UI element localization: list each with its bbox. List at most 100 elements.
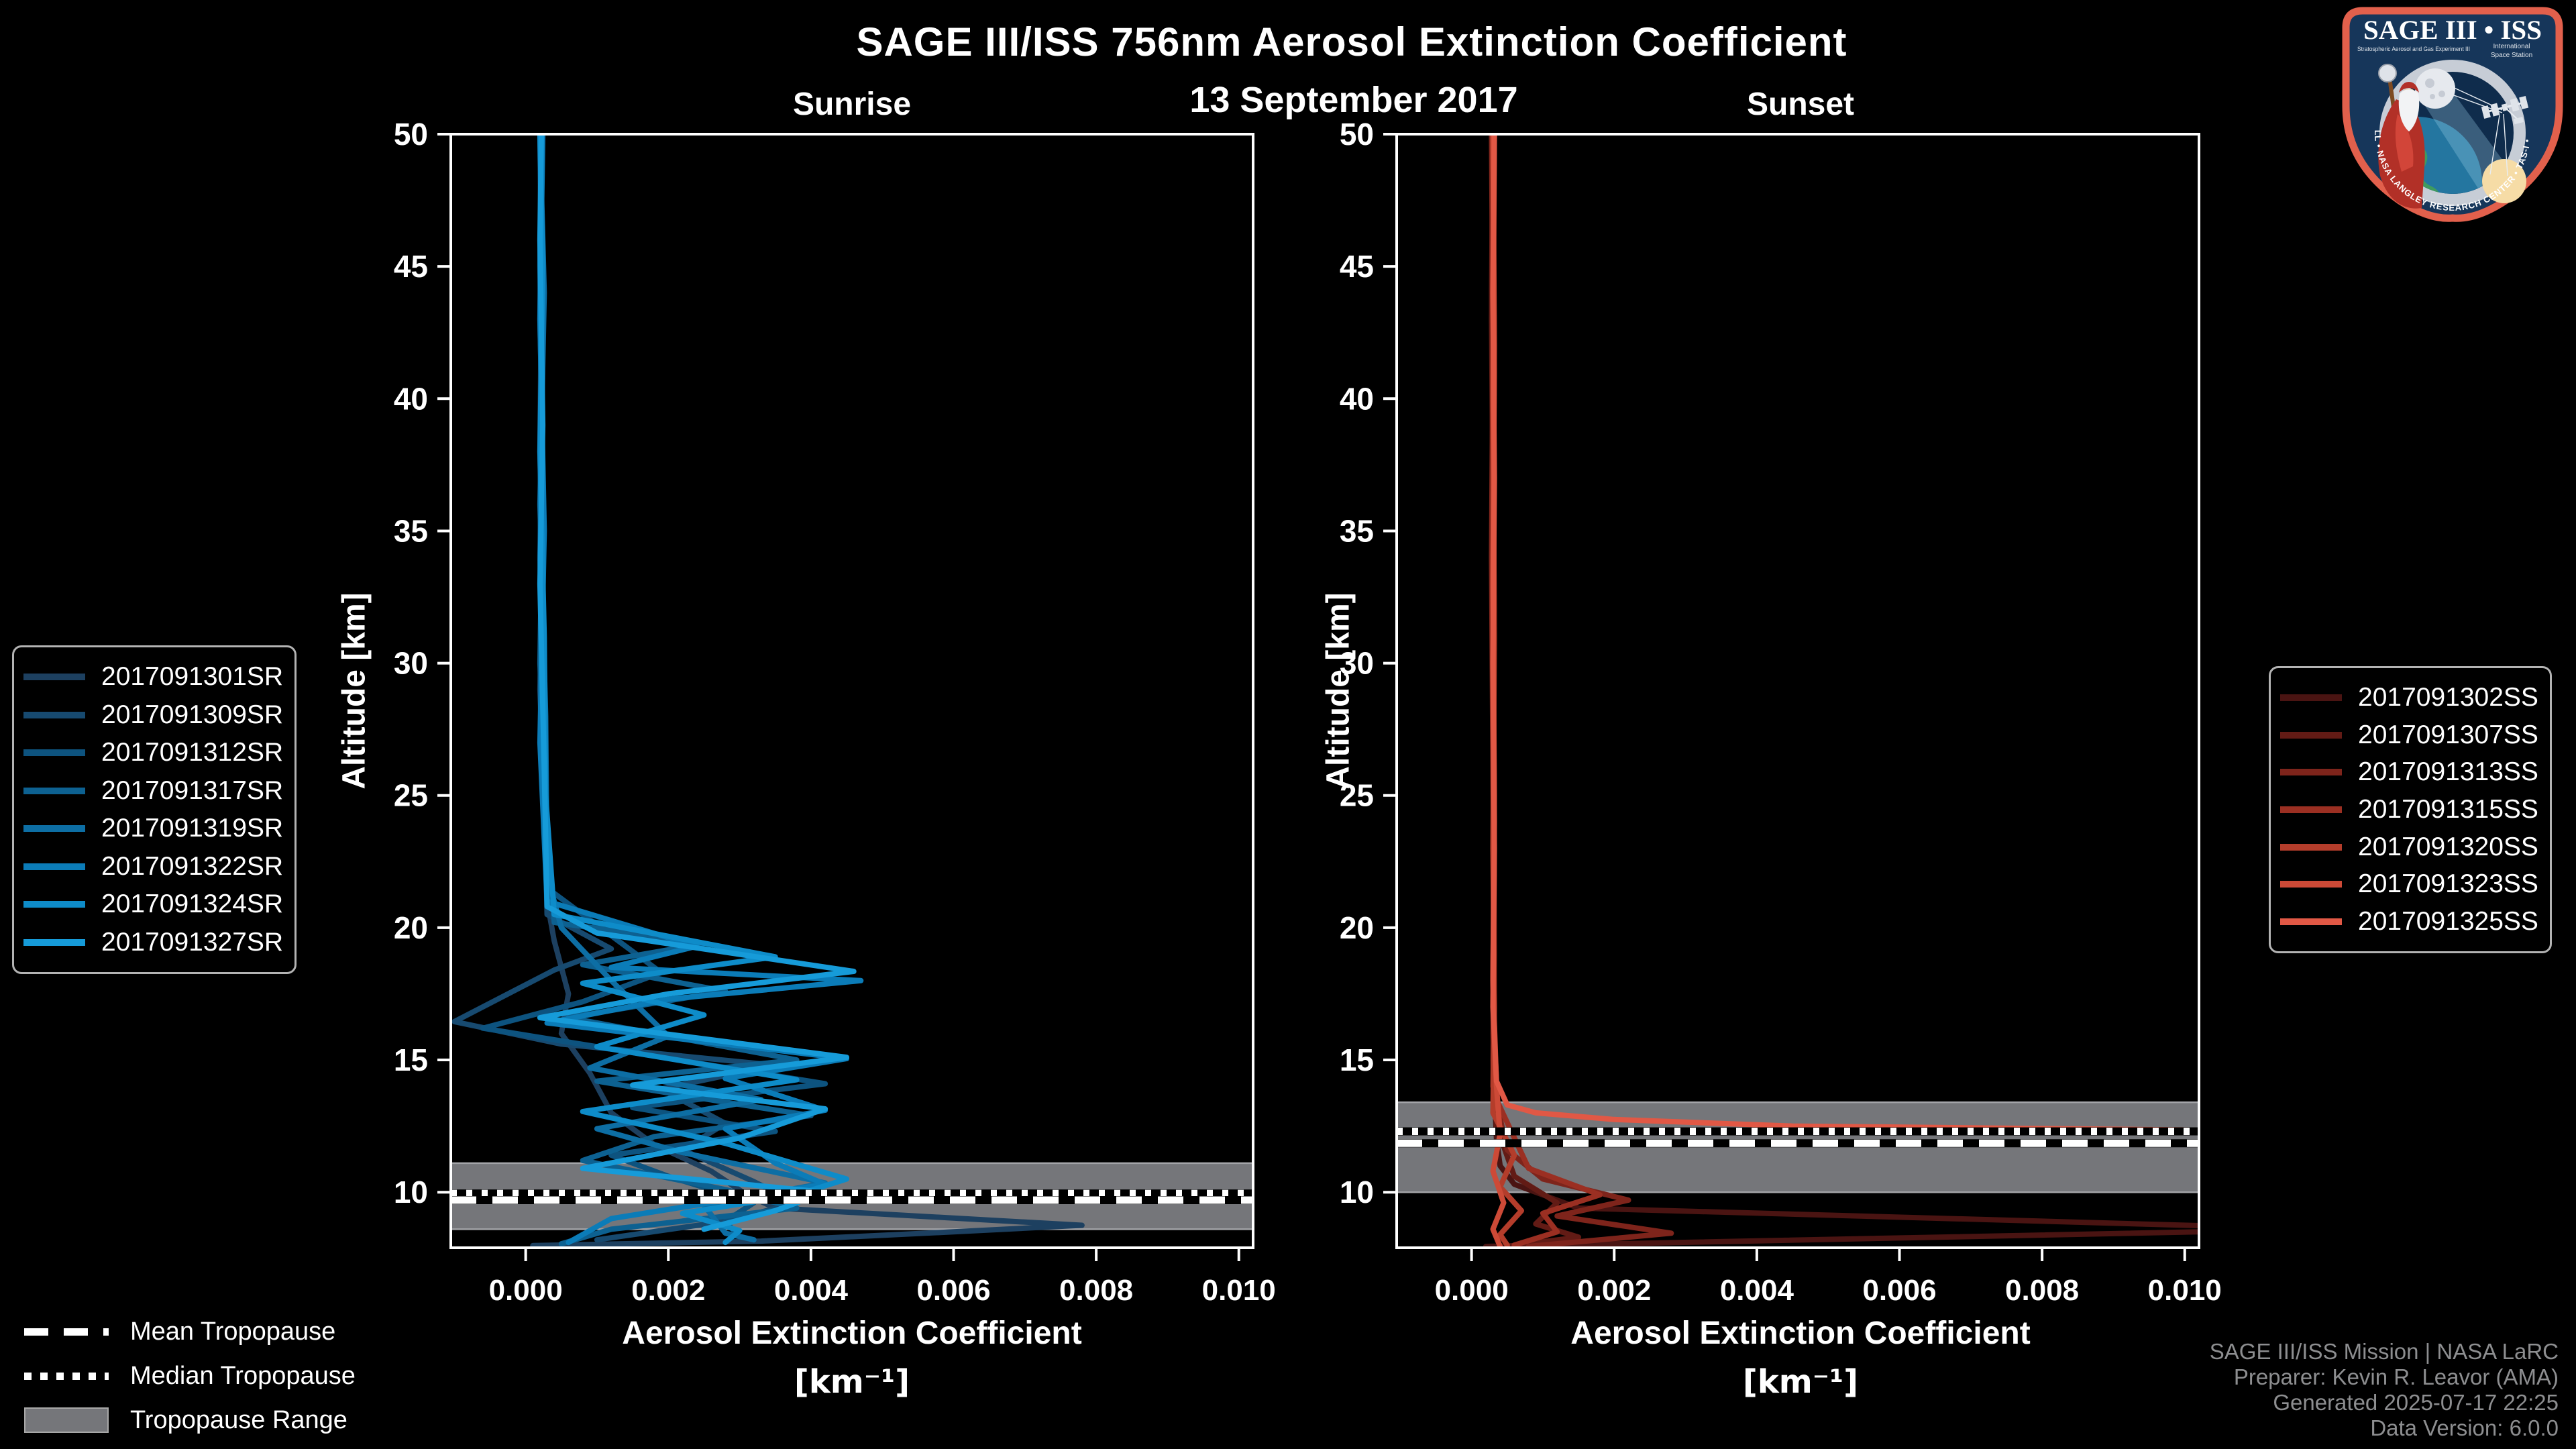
profile-2017091325SS bbox=[1490, 134, 2199, 1133]
y-tick-label: 25 bbox=[394, 778, 428, 813]
legend-item-2017091313SS: 2017091313SS bbox=[2271, 757, 2550, 787]
legend-label: 2017091322SR bbox=[101, 851, 284, 881]
wizard-figure bbox=[2378, 64, 2425, 209]
y-axis-label-sunset: Altitude [km] bbox=[1320, 592, 1356, 790]
y-tick-label: 15 bbox=[394, 1042, 428, 1077]
legend-line-swatch bbox=[2280, 731, 2342, 739]
y-tick-label: 50 bbox=[1340, 117, 1374, 152]
legend-line-swatch bbox=[2280, 843, 2342, 851]
gray-band-swatch bbox=[24, 1407, 109, 1433]
patch-subtitle-left: Stratospheric Aerosol and Gas Experiment… bbox=[2357, 46, 2470, 53]
legend-item-median-tropopause: Median Tropopause bbox=[24, 1354, 400, 1398]
date-subtitle: 13 September 2017 bbox=[1189, 80, 1518, 120]
panel-sunset: 10 15 20 25 30 35 40 45 50 0.000 0.002 0.004 0.006 0.… bbox=[1340, 117, 2222, 1307]
y-tick-label: 15 bbox=[1340, 1042, 1374, 1077]
y-tick-label: 10 bbox=[394, 1175, 428, 1210]
legend-item-2017091309SR: 2017091309SR bbox=[14, 700, 294, 730]
sunset-event-legend: 2017091302SS 2017091307SS 2017091313SS 2017… bbox=[2269, 666, 2552, 953]
legend-item-2017091320SS: 2017091320SS bbox=[2271, 833, 2550, 862]
x-axis-label-sunset: Aerosol Extinction Coefficient [km⁻¹] bbox=[1570, 1309, 2030, 1406]
legend-label: 2017091319SR bbox=[101, 814, 284, 843]
legend-line-swatch bbox=[2280, 918, 2342, 926]
page-title: SAGE III/ISS 756nm Aerosol Extinction Co… bbox=[856, 19, 1847, 64]
legend-label: 2017091327SR bbox=[101, 927, 284, 957]
attribution-line: SAGE III/ISS Mission | NASA LaRC bbox=[2209, 1339, 2559, 1364]
legend-label: 2017091309SR bbox=[101, 700, 284, 729]
y-axis-label-sunrise: Altitude [km] bbox=[336, 592, 372, 790]
tropopause-legend: Mean Tropopause Median Tropopause Tropop… bbox=[24, 1309, 400, 1442]
legend-item-2017091317SR: 2017091317SR bbox=[14, 776, 294, 806]
x-axis-units: [km⁻¹] bbox=[794, 1363, 910, 1401]
legend-line-swatch bbox=[2280, 806, 2342, 813]
x-tick-label: 0.008 bbox=[1059, 1274, 1133, 1307]
axes-frame bbox=[1395, 133, 2200, 1249]
legend-line-swatch bbox=[23, 787, 85, 794]
legend-item-2017091323SS: 2017091323SS bbox=[2271, 869, 2550, 899]
legend-item-2017091322SR: 2017091322SR bbox=[14, 852, 294, 881]
attribution-block: SAGE III/ISS Mission | NASA LaRC Prepare… bbox=[2210, 1339, 2559, 1441]
x-axis-label-text: Aerosol Extinction Coefficient bbox=[1570, 1316, 2031, 1351]
sunrise-panel-title: Sunrise bbox=[792, 87, 912, 122]
moon-icon bbox=[2415, 68, 2455, 109]
legend-label: 2017091313SS bbox=[2358, 757, 2538, 787]
attribution-line: Preparer: Kevin R. Leavor (AMA) bbox=[2233, 1364, 2559, 1389]
attribution-line: Generated 2025-07-17 22:25 bbox=[2273, 1390, 2559, 1415]
legend-line-swatch bbox=[23, 711, 85, 718]
attribution-line: Data Version: 6.0.0 bbox=[2370, 1415, 2559, 1440]
profile-2017091307SS bbox=[1489, 134, 1582, 1248]
mission-patch-logo: BALL • NASA LANGLEY RESEARCH CENTER • TA… bbox=[2341, 5, 2563, 222]
legend-line-swatch bbox=[23, 749, 85, 757]
panel-sunrise: 10 15 20 25 30 35 40 45 50 0.000 0.002 0.004 0.006 0.… bbox=[394, 117, 1276, 1307]
patch-subtitle-right: Space Station bbox=[2491, 52, 2532, 59]
legend-item-mean-tropopause: Mean Tropopause bbox=[24, 1309, 400, 1354]
x-tick-label: 0.010 bbox=[2148, 1274, 2222, 1307]
sunrise-event-legend: 2017091301SR 2017091309SR 2017091312SR 2017… bbox=[12, 645, 297, 974]
y-tick-label: 40 bbox=[394, 381, 428, 416]
y-tick-label: 25 bbox=[1340, 778, 1374, 813]
legend-line-swatch bbox=[23, 863, 85, 870]
y-tick-label: 10 bbox=[1340, 1175, 1374, 1210]
x-tick-label: 0.004 bbox=[774, 1274, 849, 1307]
legend-label: 2017091301SR bbox=[101, 662, 284, 692]
legend-item-2017091307SS: 2017091307SS bbox=[2271, 720, 2550, 750]
legend-label: 2017091312SR bbox=[101, 738, 284, 767]
iss-icon bbox=[2481, 96, 2529, 125]
dashed-line-swatch bbox=[24, 1328, 109, 1336]
x-tick-label: 0.004 bbox=[1720, 1274, 1794, 1307]
legend-label: Median Tropopause bbox=[130, 1361, 356, 1390]
legend-line-swatch bbox=[2280, 694, 2342, 701]
y-tick-label: 40 bbox=[1340, 381, 1374, 416]
wizard-beard bbox=[2398, 89, 2420, 131]
x-tick-label: 0.002 bbox=[1577, 1274, 1651, 1307]
legend-line-swatch bbox=[2280, 769, 2342, 776]
y-tick-label: 30 bbox=[394, 646, 428, 681]
wizard-hood bbox=[2399, 82, 2419, 93]
legend-item-2017091302SS: 2017091302SS bbox=[2271, 683, 2550, 712]
legend-label: 2017091315SS bbox=[2358, 794, 2538, 824]
legend-item-2017091324SR: 2017091324SR bbox=[14, 890, 294, 919]
moon-crater bbox=[2430, 94, 2435, 99]
sunrise-profiles bbox=[451, 134, 1085, 1248]
sunset-profiles bbox=[1483, 134, 2199, 1248]
legend-label: 2017091307SS bbox=[2358, 720, 2538, 749]
x-tick-label: 0.000 bbox=[1435, 1274, 1509, 1307]
legend-label: 2017091323SS bbox=[2358, 869, 2538, 899]
x-tick-label: 0.000 bbox=[489, 1274, 563, 1307]
legend-label: 2017091320SS bbox=[2358, 832, 2538, 861]
legend-label: 2017091302SS bbox=[2358, 682, 2538, 712]
legend-line-swatch bbox=[23, 674, 85, 681]
x-tick-label: 0.008 bbox=[2005, 1274, 2079, 1307]
moon-crater bbox=[2425, 78, 2434, 88]
y-tick-label: 35 bbox=[1340, 513, 1374, 548]
legend-item-2017091315SS: 2017091315SS bbox=[2271, 795, 2550, 824]
legend-line-swatch bbox=[2280, 881, 2342, 888]
profile-2017091313SS bbox=[1489, 134, 1674, 1248]
legend-line-swatch bbox=[23, 901, 85, 908]
y-tick-label: 20 bbox=[394, 910, 428, 945]
legend-label: 2017091325SS bbox=[2358, 907, 2538, 936]
patch-title: SAGE III • ISS bbox=[2363, 15, 2542, 45]
legend-item-2017091325SS: 2017091325SS bbox=[2271, 907, 2550, 936]
dotted-line-swatch bbox=[24, 1372, 109, 1380]
